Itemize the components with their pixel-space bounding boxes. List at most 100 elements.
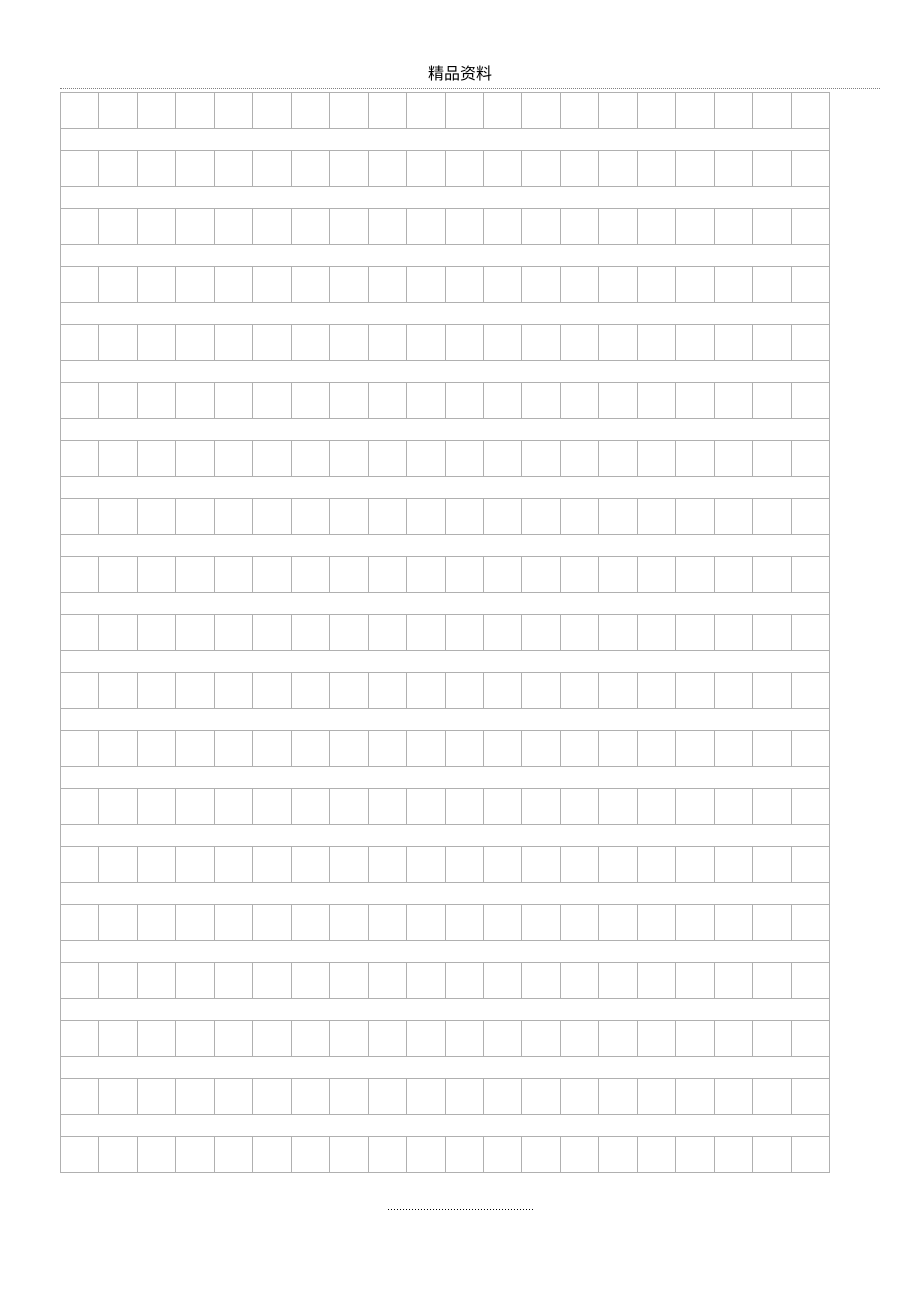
spacer-line [61, 592, 829, 614]
grid-cell [61, 731, 99, 766]
grid-row [61, 498, 829, 556]
grid-row [61, 1020, 829, 1078]
grid-cell [99, 209, 137, 244]
grid-cell [138, 673, 176, 708]
grid-cell [715, 441, 753, 476]
cells-line [61, 324, 829, 360]
grid-cell [446, 731, 484, 766]
grid-cell [522, 731, 560, 766]
grid-cell [638, 963, 676, 998]
grid-cell [599, 383, 637, 418]
grid-cell [446, 151, 484, 186]
grid-cell [215, 789, 253, 824]
grid-cell [330, 151, 368, 186]
grid-cell [446, 441, 484, 476]
grid-cell [292, 93, 330, 128]
grid-cell [753, 789, 791, 824]
grid-cell [99, 905, 137, 940]
grid-cell [446, 615, 484, 650]
grid-cell [176, 267, 214, 302]
grid-cell [99, 441, 137, 476]
grid-cell [484, 847, 522, 882]
grid-cell [792, 1137, 829, 1172]
grid-cell [753, 1137, 791, 1172]
grid-cell [715, 1021, 753, 1056]
grid-cell [138, 209, 176, 244]
grid-cell [407, 789, 445, 824]
grid-cell [253, 267, 291, 302]
grid-cell [715, 93, 753, 128]
grid-cell [99, 383, 137, 418]
grid-cell [484, 1137, 522, 1172]
grid-cell [138, 615, 176, 650]
grid-cell [792, 1021, 829, 1056]
grid-cell [292, 441, 330, 476]
grid-cell [99, 267, 137, 302]
grid-cell [753, 1021, 791, 1056]
grid-cell [522, 151, 560, 186]
grid-cell [599, 731, 637, 766]
grid-cell [599, 673, 637, 708]
grid-cell [522, 905, 560, 940]
spacer-line [61, 128, 829, 150]
grid-cell [176, 325, 214, 360]
grid-cell [484, 905, 522, 940]
grid-cell [446, 267, 484, 302]
grid-cell [292, 1021, 330, 1056]
grid-cell [753, 905, 791, 940]
grid-cell [330, 1137, 368, 1172]
grid-cell [369, 93, 407, 128]
spacer-line [61, 418, 829, 440]
grid-cell [676, 441, 714, 476]
grid-cell [638, 383, 676, 418]
grid-cell [446, 789, 484, 824]
grid-cell [561, 325, 599, 360]
grid-cell [369, 789, 407, 824]
grid-cell [61, 441, 99, 476]
grid-row [61, 614, 829, 672]
grid-cell [715, 383, 753, 418]
grid-cell [484, 383, 522, 418]
grid-cell [522, 847, 560, 882]
grid-row [61, 324, 829, 382]
grid-cell [522, 673, 560, 708]
grid-cell [176, 1079, 214, 1114]
grid-cell [138, 963, 176, 998]
grid-cell [599, 93, 637, 128]
grid-cell [638, 789, 676, 824]
grid-cell [61, 267, 99, 302]
grid-cell [484, 963, 522, 998]
grid-cell [407, 209, 445, 244]
grid-cell [292, 557, 330, 592]
grid-cell [99, 847, 137, 882]
grid-cell [407, 615, 445, 650]
grid-cell [176, 209, 214, 244]
grid-cell [99, 151, 137, 186]
cells-line [61, 556, 829, 592]
grid-cell [522, 93, 560, 128]
grid-cell [253, 789, 291, 824]
grid-cell [676, 151, 714, 186]
grid-cell [292, 151, 330, 186]
grid-cell [446, 905, 484, 940]
grid-row [61, 382, 829, 440]
grid-cell [61, 325, 99, 360]
grid-cell [253, 847, 291, 882]
grid-cell [676, 789, 714, 824]
grid-cell [561, 1137, 599, 1172]
grid-cell [676, 1079, 714, 1114]
grid-cell [215, 1079, 253, 1114]
grid-cell [522, 557, 560, 592]
grid-cell [484, 1021, 522, 1056]
grid-cell [99, 93, 137, 128]
grid-cell [715, 673, 753, 708]
grid-cell [638, 673, 676, 708]
grid-cell [253, 557, 291, 592]
grid-cell [753, 673, 791, 708]
grid-row [61, 730, 829, 788]
grid-cell [676, 731, 714, 766]
grid-row [61, 266, 829, 324]
grid-cell [484, 499, 522, 534]
grid-cell [484, 789, 522, 824]
grid-cell [522, 499, 560, 534]
